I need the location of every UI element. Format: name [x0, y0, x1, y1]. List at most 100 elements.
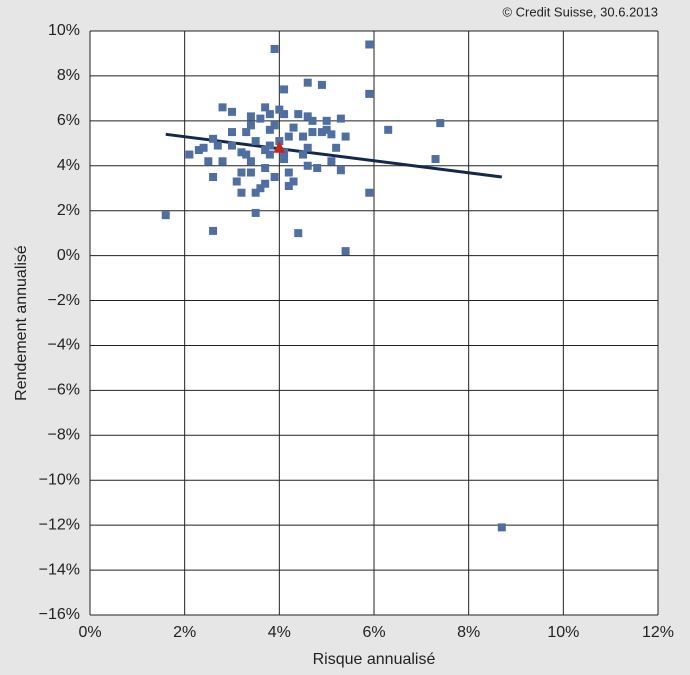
point: [228, 128, 236, 137]
point: [303, 161, 312, 170]
point: [185, 150, 194, 159]
y-tick-label: 6%: [57, 112, 80, 129]
point: [251, 188, 260, 197]
point: [436, 119, 445, 128]
point: [251, 137, 260, 146]
point: [497, 523, 506, 532]
y-axis-label: Rendement annualisé: [13, 245, 30, 401]
y-tick-label: −4%: [48, 337, 80, 354]
point: [209, 134, 218, 143]
point: [270, 173, 279, 181]
point: [431, 155, 440, 164]
point: [242, 128, 251, 137]
point: [384, 125, 393, 134]
point: [246, 121, 255, 130]
y-tick-label: −14%: [39, 561, 80, 578]
point: [228, 107, 236, 116]
x-tick-label: 2%: [173, 624, 196, 641]
point: [242, 150, 251, 159]
x-tick-label: 10%: [547, 624, 579, 641]
y-tick-label: 8%: [57, 67, 80, 84]
point: [327, 130, 336, 139]
point: [194, 146, 203, 155]
point: [265, 125, 274, 134]
point: [246, 157, 255, 166]
point: [251, 208, 260, 217]
point: [313, 164, 322, 173]
point: [332, 143, 341, 152]
x-axis-label: Risque annualisé: [313, 651, 436, 668]
point: [246, 168, 255, 177]
point: [365, 40, 374, 49]
y-tick-label: −16%: [39, 606, 80, 623]
x-tick-label: 6%: [362, 624, 385, 641]
x-tick-label: 12%: [642, 624, 674, 641]
point: [237, 148, 246, 157]
point: [270, 121, 279, 130]
point: [308, 128, 317, 137]
y-tick-label: −6%: [48, 382, 80, 399]
y-tick-label: −8%: [48, 427, 80, 444]
point: [284, 181, 293, 190]
point: [232, 177, 241, 186]
point: [336, 166, 345, 175]
point: [303, 143, 312, 152]
y-tick-label: 2%: [57, 202, 80, 219]
point: [213, 141, 222, 150]
y-tick-label: 10%: [48, 22, 80, 39]
point: [317, 128, 326, 137]
point: [265, 141, 274, 150]
point: [341, 247, 350, 256]
point: [273, 140, 286, 153]
point: [265, 110, 274, 119]
point: [261, 179, 270, 188]
y-tick-label: −10%: [39, 471, 80, 488]
point: [209, 173, 218, 181]
point: [237, 168, 246, 177]
x-tick-label: 4%: [268, 624, 291, 641]
point: [265, 150, 274, 159]
point: [303, 78, 312, 87]
point: [199, 143, 208, 152]
trend-line: [165, 132, 502, 179]
point: [280, 155, 289, 164]
point: [284, 168, 293, 177]
point: [317, 80, 326, 89]
point: [341, 132, 350, 141]
grid: [89, 30, 659, 616]
point: [299, 132, 307, 141]
x-tick-label: 8%: [457, 624, 480, 641]
point: [280, 110, 289, 119]
point: [204, 157, 213, 166]
point: [218, 157, 227, 166]
point: [294, 110, 303, 119]
point: [246, 112, 255, 121]
point: [270, 44, 279, 53]
point: [303, 112, 312, 121]
point: [365, 89, 374, 98]
point: [256, 114, 265, 123]
point: [336, 114, 345, 123]
y-tick-label: −12%: [39, 516, 80, 533]
point: [161, 211, 170, 220]
point: [261, 103, 270, 112]
marks: [161, 40, 506, 532]
point: [280, 85, 289, 94]
y-tick-label: 0%: [57, 247, 80, 264]
point: [289, 177, 298, 186]
point: [209, 226, 218, 235]
point: [284, 132, 293, 141]
y-tick-label: −2%: [48, 292, 80, 309]
point: [275, 105, 284, 114]
point: [261, 164, 270, 173]
point: [218, 103, 227, 112]
point: [256, 184, 265, 193]
point: [289, 123, 298, 132]
point: [299, 150, 307, 159]
point: [327, 157, 336, 166]
source: © Credit Suisse, 30.6.2013: [502, 4, 658, 19]
point: [308, 116, 317, 125]
point: [365, 188, 374, 197]
x-tick-label: 0%: [78, 624, 101, 641]
